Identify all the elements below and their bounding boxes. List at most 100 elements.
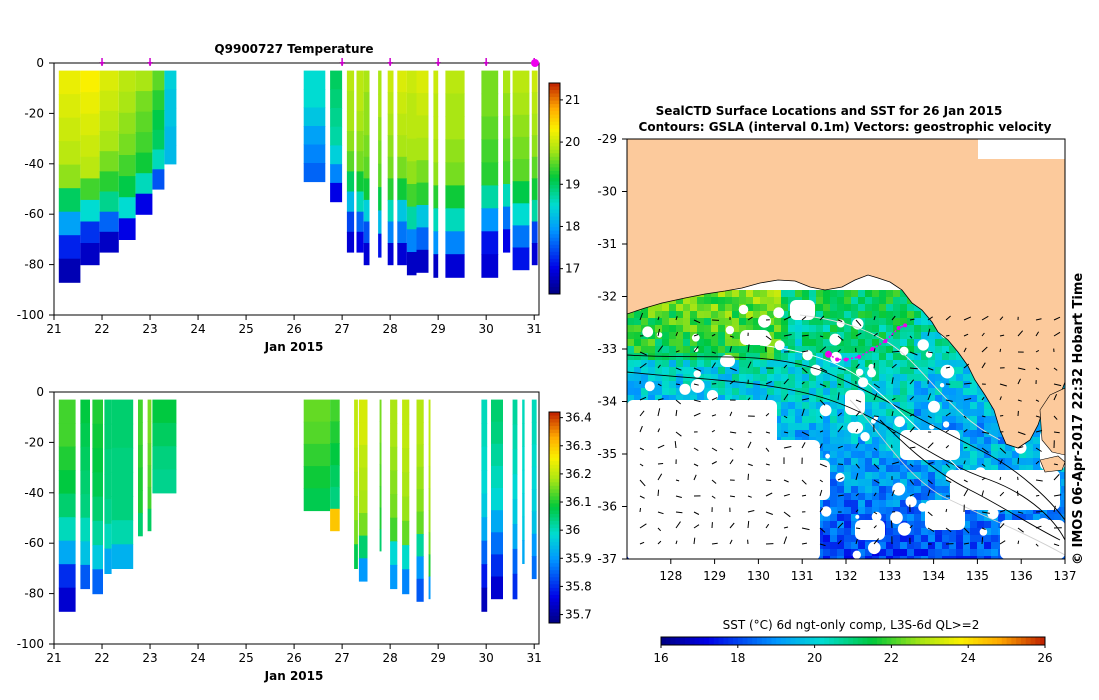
sst-cell xyxy=(830,472,838,480)
sst-cell xyxy=(865,409,873,417)
sst-cell xyxy=(851,339,859,347)
colorbar-swatch xyxy=(549,545,560,550)
velocity-vector xyxy=(765,463,770,466)
sst-cell xyxy=(809,402,817,410)
sst-cell xyxy=(858,507,866,515)
sst-cell xyxy=(795,395,803,403)
sst-cell xyxy=(830,437,838,445)
sst-cell xyxy=(886,339,894,347)
colorbar-swatch xyxy=(549,429,560,434)
profile-cell xyxy=(111,544,134,569)
sst-cell xyxy=(655,311,663,319)
sst-cell xyxy=(879,374,887,382)
cloud-patch xyxy=(1000,520,1065,559)
sst-cell xyxy=(1033,430,1041,438)
velocity-vector xyxy=(747,441,752,449)
sst-cell xyxy=(830,521,838,529)
profile-cell xyxy=(378,233,382,258)
velocity-vector xyxy=(1035,367,1040,371)
sst-cell xyxy=(725,367,733,375)
velocity-vector xyxy=(837,349,841,353)
profile-cell xyxy=(531,399,537,423)
sst-colorbar-swatch xyxy=(949,637,955,645)
sst-colorbar-swatch xyxy=(905,637,912,645)
sst-cell xyxy=(669,339,677,347)
sst-cell xyxy=(697,325,705,333)
velocity-vector xyxy=(855,399,862,403)
velocity-vector xyxy=(729,411,733,417)
velocity-vector xyxy=(873,316,876,321)
sst-cell xyxy=(788,430,796,438)
sst-cell xyxy=(781,304,789,312)
profile-cell xyxy=(416,422,424,445)
sst-cell xyxy=(935,346,943,354)
sst-cell xyxy=(949,549,957,557)
sst-colorbar-swatch xyxy=(785,637,792,645)
sst-cell xyxy=(704,395,712,403)
velocity-vector xyxy=(711,447,718,452)
sst-cell xyxy=(921,318,929,326)
sst-cell xyxy=(907,514,915,522)
sst-cell xyxy=(760,353,768,361)
colorbar-swatch xyxy=(549,279,560,284)
sst-cell xyxy=(690,297,698,305)
profile-cell xyxy=(356,211,364,233)
sst-colorbar-swatch xyxy=(872,637,878,645)
sst-cell xyxy=(977,388,985,396)
profile-cell xyxy=(358,467,368,491)
sst-cell xyxy=(865,416,873,424)
y-tick-label: -100 xyxy=(17,308,44,322)
colorbar-tick-label: 35.9 xyxy=(565,551,592,565)
profile-cell xyxy=(387,156,394,179)
map-plot-area xyxy=(627,139,1065,559)
sst-cell xyxy=(886,304,894,312)
sst-cell xyxy=(872,360,880,368)
velocity-vector xyxy=(747,463,753,467)
sst-cell xyxy=(851,332,859,340)
velocity-vector xyxy=(783,415,788,419)
profile-cell xyxy=(416,115,429,139)
sst-cell xyxy=(998,458,1006,466)
sst-cell xyxy=(900,409,908,417)
colorbar-swatch xyxy=(549,104,560,109)
profile-cell xyxy=(118,91,136,114)
velocity-vector xyxy=(927,328,931,337)
sst-cell xyxy=(1033,514,1041,522)
sst-cell xyxy=(1026,458,1034,466)
sst-cell xyxy=(851,535,859,543)
sst-cell xyxy=(921,542,929,550)
sst-cell xyxy=(872,318,880,326)
profile-cell xyxy=(358,490,368,514)
sst-cell xyxy=(830,465,838,473)
sst-cell xyxy=(690,318,698,326)
sst-cell xyxy=(641,339,649,347)
velocity-vector xyxy=(639,396,647,401)
sst-cell xyxy=(942,528,950,536)
sst-cell xyxy=(928,360,936,368)
sst-cell xyxy=(830,507,838,515)
sst-cell xyxy=(711,311,719,319)
sst-cell xyxy=(886,542,894,550)
sst-cell xyxy=(949,465,957,473)
profile-cell xyxy=(80,156,100,179)
sst-cell xyxy=(802,290,810,298)
sst-cell xyxy=(795,430,803,438)
sst-cell xyxy=(753,311,761,319)
sst-cell xyxy=(956,556,964,559)
sst-cell xyxy=(851,521,859,529)
sst-cell xyxy=(760,297,768,305)
velocity-vector xyxy=(837,522,844,529)
sst-cell xyxy=(865,437,873,445)
profile-cell xyxy=(512,70,530,94)
velocity-vector xyxy=(927,393,932,401)
velocity-vector xyxy=(999,476,1002,481)
sst-cell xyxy=(690,325,698,333)
sst-cell xyxy=(879,318,887,326)
x-tick-label: 27 xyxy=(334,651,349,665)
sst-cell xyxy=(809,374,817,382)
velocity-vector xyxy=(674,441,677,449)
sst-cell xyxy=(893,290,901,298)
colorbar-tick-label: 35.8 xyxy=(565,579,592,593)
sst-cell xyxy=(879,381,887,389)
sst-cell xyxy=(802,325,810,333)
